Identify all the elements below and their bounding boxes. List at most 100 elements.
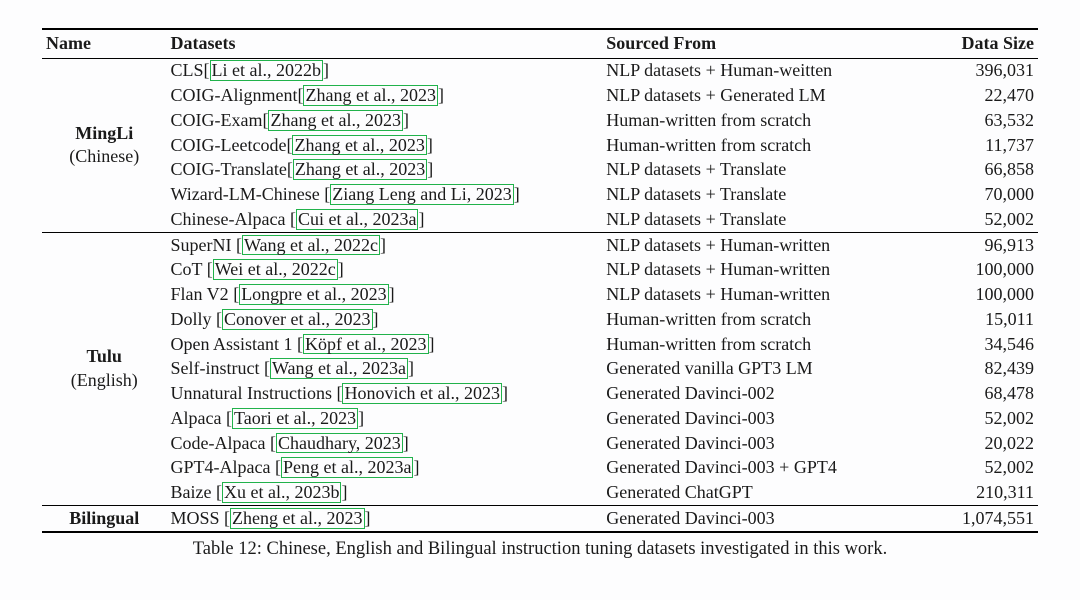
- citation-link[interactable]: Ziang Leng and Li, 2023: [330, 184, 513, 205]
- dataset-cell: Flan V2 [Longpre et al., 2023]: [167, 283, 603, 308]
- dataset-name: COIG-Translate: [171, 159, 287, 179]
- dataset-cell: COIG-Exam[Zhang et al., 2023]: [167, 108, 603, 133]
- citation-link[interactable]: Köpf et al., 2023: [303, 334, 428, 355]
- citation-link[interactable]: Zhang et al., 2023: [268, 110, 402, 131]
- dataset-cell: GPT4-Alpaca [Peng et al., 2023a]: [167, 456, 603, 481]
- dataset-cell: Unnatural Instructions [Honovich et al.,…: [167, 382, 603, 407]
- table-row: Open Assistant 1 [Köpf et al., 2023]Huma…: [42, 332, 1038, 357]
- citation-link[interactable]: Conover et al., 2023: [222, 309, 372, 330]
- dataset-name: CLS: [171, 60, 204, 80]
- sourced-cell: Human-written from scratch: [602, 332, 913, 357]
- table-row: COIG-Translate[Zhang et al., 2023]NLP da…: [42, 158, 1038, 183]
- citation-link[interactable]: Xu et al., 2023b: [222, 482, 341, 503]
- group-name-main: MingLi: [46, 122, 163, 146]
- group-name-sub: (Chinese): [46, 145, 163, 169]
- table-row: Wizard-LM-Chinese [Ziang Leng and Li, 20…: [42, 183, 1038, 208]
- dataset-cell: CLS[Li et al., 2022b]: [167, 58, 603, 83]
- dataset-cell: Baize [Xu et al., 2023b]: [167, 481, 603, 506]
- citation-link[interactable]: Li et al., 2022b: [210, 60, 323, 81]
- dataset-name: COIG-Alignment: [171, 85, 298, 105]
- citation-link[interactable]: Zhang et al., 2023: [293, 159, 427, 180]
- table-row: Chinese-Alpaca [Cui et al., 2023a]NLP da…: [42, 207, 1038, 232]
- size-cell: 52,002: [914, 406, 1039, 431]
- size-cell: 20,022: [914, 431, 1039, 456]
- sourced-cell: NLP datasets + Translate: [602, 207, 913, 232]
- col-name: Name: [42, 29, 167, 58]
- dataset-name: Chinese-Alpaca: [171, 209, 290, 229]
- table-row: Unnatural Instructions [Honovich et al.,…: [42, 382, 1038, 407]
- dataset-name: Alpaca: [171, 408, 226, 428]
- size-cell: 68,478: [914, 382, 1039, 407]
- size-cell: 82,439: [914, 357, 1039, 382]
- size-cell: 396,031: [914, 58, 1039, 83]
- size-cell: 63,532: [914, 108, 1039, 133]
- table-row: CoT [Wei et al., 2022c]NLP datasets + Hu…: [42, 258, 1038, 283]
- citation-link[interactable]: Cui et al., 2023a: [296, 209, 418, 230]
- size-cell: 1,074,551: [914, 506, 1039, 532]
- col-sourced: Sourced From: [602, 29, 913, 58]
- size-cell: 52,002: [914, 456, 1039, 481]
- size-cell: 11,737: [914, 133, 1039, 158]
- citation-link[interactable]: Chaudhary, 2023: [276, 433, 403, 454]
- citation-link[interactable]: Peng et al., 2023a: [281, 457, 413, 478]
- sourced-cell: Generated Davinci-003 + GPT4: [602, 456, 913, 481]
- sourced-cell: Generated ChatGPT: [602, 481, 913, 506]
- size-cell: 34,546: [914, 332, 1039, 357]
- sourced-cell: Generated vanilla GPT3 LM: [602, 357, 913, 382]
- citation-link[interactable]: Zheng et al., 2023: [230, 508, 364, 529]
- citation-link[interactable]: Wei et al., 2022c: [213, 259, 338, 280]
- dataset-name: COIG-Leetcode: [171, 135, 287, 155]
- sourced-cell: NLP datasets + Human-written: [602, 283, 913, 308]
- group-name-main: Tulu: [46, 345, 163, 369]
- citation-link[interactable]: Zhang et al., 2023: [292, 135, 426, 156]
- table-row: GPT4-Alpaca [Peng et al., 2023a]Generate…: [42, 456, 1038, 481]
- dataset-name: Open Assistant 1: [171, 334, 298, 354]
- dataset-cell: Code-Alpaca [Chaudhary, 2023]: [167, 431, 603, 456]
- sourced-cell: NLP datasets + Human-written: [602, 258, 913, 283]
- table-row: Self-instruct [Wang et al., 2023a]Genera…: [42, 357, 1038, 382]
- citation-link[interactable]: Wang et al., 2023a: [270, 358, 408, 379]
- group-name-sub: (English): [46, 369, 163, 393]
- sourced-cell: Human-written from scratch: [602, 108, 913, 133]
- table-row: Dolly [Conover et al., 2023]Human-writte…: [42, 307, 1038, 332]
- size-cell: 210,311: [914, 481, 1039, 506]
- dataset-name: COIG-Exam: [171, 110, 263, 130]
- dataset-cell: Chinese-Alpaca [Cui et al., 2023a]: [167, 207, 603, 232]
- table-row: BilingualMOSS [Zheng et al., 2023]Genera…: [42, 506, 1038, 532]
- citation-link[interactable]: Zhang et al., 2023: [303, 85, 437, 106]
- dataset-name: Baize: [171, 482, 216, 502]
- sourced-cell: Human-written from scratch: [602, 307, 913, 332]
- citation-link[interactable]: Wang et al., 2022c: [242, 235, 380, 256]
- citation-link[interactable]: Taori et al., 2023: [232, 408, 358, 429]
- size-cell: 100,000: [914, 283, 1039, 308]
- citation-link[interactable]: Longpre et al., 2023: [239, 284, 388, 305]
- dataset-name: CoT: [171, 259, 207, 279]
- dataset-name: Wizard-LM-Chinese: [171, 184, 325, 204]
- table-row: COIG-Leetcode[Zhang et al., 2023]Human-w…: [42, 133, 1038, 158]
- table-row: COIG-Alignment[Zhang et al., 2023]NLP da…: [42, 84, 1038, 109]
- dataset-cell: Alpaca [Taori et al., 2023]: [167, 406, 603, 431]
- size-cell: 70,000: [914, 183, 1039, 208]
- dataset-cell: COIG-Alignment[Zhang et al., 2023]: [167, 84, 603, 109]
- group-name-main: Bilingual: [46, 507, 163, 531]
- sourced-cell: NLP datasets + Translate: [602, 183, 913, 208]
- size-cell: 100,000: [914, 258, 1039, 283]
- dataset-name: MOSS: [171, 508, 225, 528]
- table-row: COIG-Exam[Zhang et al., 2023]Human-writt…: [42, 108, 1038, 133]
- citation-link[interactable]: Honovich et al., 2023: [342, 383, 501, 404]
- table-body: MingLi(Chinese)CLS[Li et al., 2022b]NLP …: [42, 58, 1038, 532]
- group-name: MingLi(Chinese): [42, 58, 167, 232]
- dataset-cell: Self-instruct [Wang et al., 2023a]: [167, 357, 603, 382]
- group-name: Bilingual: [42, 506, 167, 532]
- dataset-cell: MOSS [Zheng et al., 2023]: [167, 506, 603, 532]
- sourced-cell: Human-written from scratch: [602, 133, 913, 158]
- dataset-name: Self-instruct: [171, 358, 264, 378]
- size-cell: 52,002: [914, 207, 1039, 232]
- table-row: MingLi(Chinese)CLS[Li et al., 2022b]NLP …: [42, 58, 1038, 83]
- dataset-name: SuperNI: [171, 235, 237, 255]
- dataset-cell: COIG-Translate[Zhang et al., 2023]: [167, 158, 603, 183]
- col-datasets: Datasets: [167, 29, 603, 58]
- size-cell: 22,470: [914, 84, 1039, 109]
- table-row: Flan V2 [Longpre et al., 2023]NLP datase…: [42, 283, 1038, 308]
- sourced-cell: Generated Davinci-002: [602, 382, 913, 407]
